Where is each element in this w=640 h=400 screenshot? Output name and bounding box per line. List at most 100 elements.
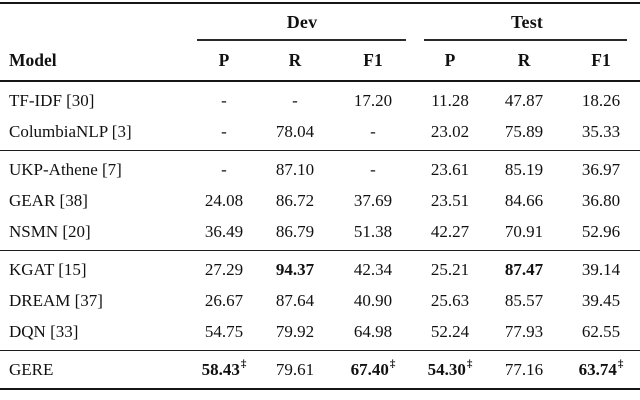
value-text: 54.75 (204, 322, 244, 341)
table-header: Dev Test Model P R F1 P R F1 (0, 3, 640, 82)
value-cell: 26.67 (190, 285, 258, 316)
value-text: 40.90 (353, 291, 393, 310)
value-cell: - (190, 151, 258, 186)
table-row: DREAM [37] 26.67 87.64 40.90 25.63 85.57 39.45 (0, 285, 640, 316)
value-cell: 27.29 (190, 251, 258, 286)
value-text: 36.80 (581, 191, 621, 210)
value-text: 26.67 (204, 291, 244, 310)
column-header-test-f1: F1 (562, 41, 640, 82)
value-text: 39.45 (581, 291, 621, 310)
table-section: KGAT [15] 27.29 94.37 42.34 25.21 87.47 39.14 D… (0, 250, 640, 351)
value-text: 67.40 (350, 360, 389, 379)
table-row: KGAT [15] 27.29 94.37 42.34 25.21 87.47 39.14 (0, 251, 640, 286)
value-cell: 87.10 (258, 151, 332, 186)
value-cell: 35.33 (562, 116, 640, 151)
value-text: 52.96 (581, 222, 621, 241)
value-text: 42.27 (430, 222, 470, 241)
model-name-cell: DREAM [37] (9, 291, 103, 310)
value-cell: 86.79 (258, 216, 332, 251)
corner-spacer-cell (0, 3, 190, 41)
value-text: 58.43 (201, 360, 240, 379)
value-cell: 25.63 (414, 285, 486, 316)
value-cell: 79.92 (258, 316, 332, 351)
value-text: 25.63 (430, 291, 470, 310)
column-header-test-p: P (414, 41, 487, 82)
value-cell: 67.40‡ (332, 351, 414, 390)
value-text: 85.19 (504, 160, 544, 179)
value-text: 79.61 (275, 360, 315, 379)
value-cell: 54.30‡ (414, 351, 486, 390)
value-text: 52.24 (430, 322, 470, 341)
value-text: 39.14 (581, 260, 621, 279)
value-cell: 86.72 (258, 185, 332, 216)
value-text: 23.61 (430, 160, 470, 179)
column-header-test-r: R (486, 41, 563, 82)
value-text: 87.47 (504, 260, 544, 279)
value-text: 18.26 (581, 91, 621, 110)
value-cell: 23.02 (414, 116, 486, 151)
value-text: 86.79 (275, 222, 315, 241)
value-text: 23.51 (430, 191, 470, 210)
value-text: 70.91 (504, 222, 544, 241)
double-dagger-mark: ‡ (617, 358, 624, 371)
value-cell: - (258, 81, 332, 116)
value-cell: 39.45 (562, 285, 640, 316)
double-dagger-mark: ‡ (240, 358, 247, 371)
value-cell: 17.20 (332, 81, 414, 116)
value-text: 86.72 (275, 191, 315, 210)
model-name-cell: NSMN [20] (9, 222, 91, 241)
value-cell: 52.96 (562, 216, 640, 251)
dev-group-label: Dev (286, 12, 318, 32)
value-text: 42.34 (353, 260, 393, 279)
table-row: DQN [33] 54.75 79.92 64.98 52.24 77.93 62.55 (0, 316, 640, 351)
model-name-cell: ColumbiaNLP [3] (9, 122, 132, 141)
value-cell: 40.90 (332, 285, 414, 316)
value-cell: 70.91 (486, 216, 562, 251)
value-cell: 11.28 (414, 81, 486, 116)
column-header-dev-r: R (258, 41, 332, 82)
value-cell: 54.75 (190, 316, 258, 351)
value-cell: 77.93 (486, 316, 562, 351)
table-section: UKP-Athene [7] - 87.10 - 23.61 85.19 36.97 GEAR… (0, 150, 640, 251)
value-text: 94.37 (275, 260, 315, 279)
value-cell: 64.98 (332, 316, 414, 351)
model-name-cell: GERE (9, 360, 54, 379)
model-name-cell: TF-IDF [30] (9, 91, 95, 110)
value-cell: 75.89 (486, 116, 562, 151)
value-cell: 36.49 (190, 216, 258, 251)
value-text: 77.93 (504, 322, 544, 341)
value-text: - (292, 91, 298, 110)
value-cell: 63.74‡ (562, 351, 640, 390)
value-cell: 85.57 (486, 285, 562, 316)
value-cell: 58.43‡ (190, 351, 258, 390)
model-name-cell: DQN [33] (9, 322, 79, 341)
value-cell: 42.34 (332, 251, 414, 286)
results-table: Dev Test Model P R F1 P R F1 TF-IDF [30]… (0, 2, 640, 390)
table-row: GEAR [38] 24.08 86.72 37.69 23.51 84.66 36.80 (0, 185, 640, 216)
value-text: 36.97 (581, 160, 621, 179)
value-text: 36.49 (204, 222, 244, 241)
model-name-cell: GEAR [38] (9, 191, 88, 210)
model-column-header: Model (0, 41, 190, 82)
table-row: NSMN [20] 36.49 86.79 51.38 42.27 70.91 52.96 (0, 216, 640, 251)
double-dagger-mark: ‡ (466, 358, 473, 371)
value-text: 79.92 (275, 322, 315, 341)
dev-group-rule (197, 39, 407, 41)
value-text: 11.28 (431, 91, 469, 110)
value-cell: 36.80 (562, 185, 640, 216)
value-cell: 24.08 (190, 185, 258, 216)
value-cell: 78.04 (258, 116, 332, 151)
value-text: 35.33 (581, 122, 621, 141)
value-cell: - (190, 81, 258, 116)
value-cell: 51.38 (332, 216, 414, 251)
value-cell: 47.87 (486, 81, 562, 116)
column-header-row: Model P R F1 P R F1 (0, 41, 640, 82)
column-header-dev-p: P (190, 41, 258, 82)
value-cell: 18.26 (562, 81, 640, 116)
value-text: 24.08 (204, 191, 244, 210)
value-cell: 79.61 (258, 351, 332, 390)
value-cell: 85.19 (486, 151, 562, 186)
table-row: TF-IDF [30] - - 17.20 11.28 47.87 18.26 (0, 81, 640, 116)
value-cell: 94.37 (258, 251, 332, 286)
value-text: 63.74 (578, 360, 617, 379)
